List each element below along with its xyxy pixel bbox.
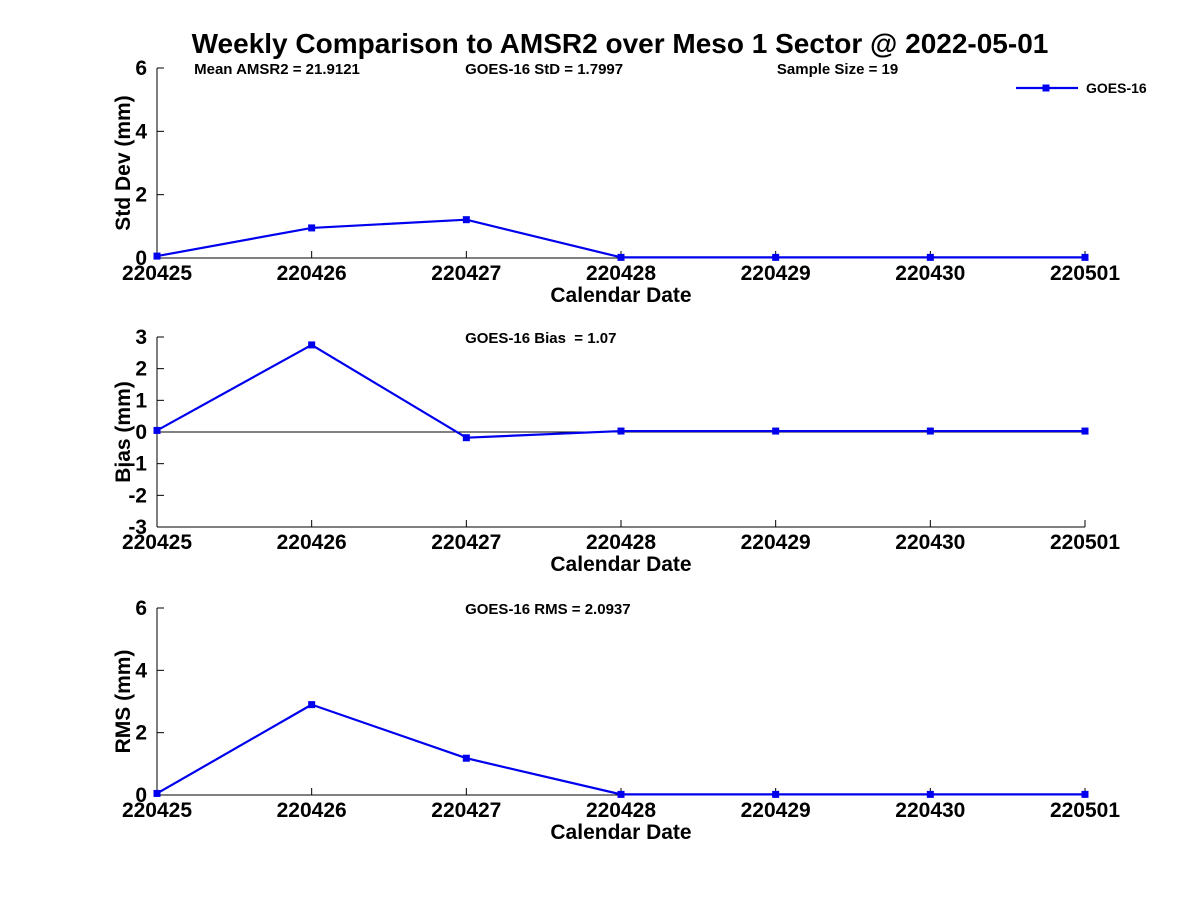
x-axis-label: Calendar Date	[550, 553, 691, 576]
y-tick-label: 2	[135, 184, 147, 207]
goes-16-line	[156, 343, 1085, 439]
subplot-std-dev: 0 2 4 6 220425 220426 220427 220428 220429 220430…	[112, 57, 1120, 307]
y-tick-label: 1	[135, 389, 147, 412]
subplot-rms: 0 2 4 6 220425 220426 220427 220428 220429 220430…	[112, 597, 1120, 844]
subplot-bias: -3 -2 -1 0 1 2 3 220425 220426 220427 220428 220429…	[112, 326, 1120, 576]
x-tick-label: 220429	[741, 262, 811, 285]
annotation-text: Mean AMSR2 = 21.9121	[194, 61, 360, 78]
x-tick-label: 220427	[431, 262, 501, 285]
y-tick-label: 0	[135, 247, 147, 270]
y-axis-label: Bias (mm)	[112, 381, 135, 483]
x-tick-label: 220426	[277, 531, 347, 554]
x-tick-label: 220426	[277, 799, 347, 822]
legend-label: GOES-16	[1086, 80, 1147, 96]
data-point-marker	[1081, 427, 1089, 435]
data-point-marker	[153, 789, 161, 797]
data-point-marker	[772, 253, 780, 261]
data-point-marker	[926, 427, 934, 435]
data-point-marker	[772, 790, 780, 798]
y-axis-label: RMS (mm)	[112, 650, 135, 754]
x-tick-label: 220430	[895, 262, 965, 285]
y-tick-label: 0	[135, 421, 147, 444]
x-tick-label: 220427	[431, 531, 501, 554]
x-tick-label: 220430	[895, 531, 965, 554]
data-point-marker	[308, 341, 316, 349]
x-tick-label: 220428	[586, 262, 656, 285]
y-tick-label: -3	[128, 516, 147, 539]
x-tick-label: 220428	[586, 799, 656, 822]
y-tick-label: 3	[135, 326, 147, 349]
x-axis-label: Calendar Date	[550, 821, 691, 844]
data-point-marker	[462, 434, 470, 442]
y-tick-label: 6	[135, 57, 147, 80]
data-point-marker	[308, 701, 316, 709]
data-point-marker	[1081, 253, 1089, 261]
data-point-marker	[308, 224, 316, 232]
y-tick-label: -2	[128, 484, 147, 507]
x-tick-label: 220501	[1050, 531, 1120, 554]
x-tick-label: 220501	[1050, 262, 1120, 285]
data-point-marker	[617, 790, 625, 798]
x-tick-label: 220429	[741, 531, 811, 554]
annotation-text: Sample Size = 19	[777, 61, 898, 78]
y-axis-label: Std Dev (mm)	[112, 95, 135, 230]
data-point-marker	[617, 427, 625, 435]
x-tick-label: 220429	[741, 799, 811, 822]
legend-marker-icon	[1042, 84, 1050, 92]
y-tick-label: 2	[135, 722, 147, 745]
data-point-marker	[772, 427, 780, 435]
goes-16-line	[156, 703, 1085, 796]
x-tick-label: 220428	[586, 531, 656, 554]
annotation-text: GOES-16 StD = 1.7997	[465, 61, 623, 78]
x-tick-label: 220501	[1050, 799, 1120, 822]
chart-title: Weekly Comparison to AMSR2 over Meso 1 S…	[192, 28, 1049, 59]
y-tick-label: -1	[128, 453, 147, 476]
data-point-marker	[926, 253, 934, 261]
data-point-marker	[926, 790, 934, 798]
x-tick-label: 220430	[895, 799, 965, 822]
y-tick-label: 2	[135, 358, 147, 381]
data-point-marker	[153, 426, 161, 434]
x-tick-label: 220427	[431, 799, 501, 822]
y-tick-label: 4	[135, 120, 147, 143]
data-point-marker	[462, 216, 470, 224]
data-point-marker	[1081, 790, 1089, 798]
annotation-text: GOES-16 Bias = 1.07	[465, 330, 616, 347]
data-point-marker	[462, 754, 470, 762]
y-tick-label: 6	[135, 597, 147, 620]
y-tick-label: 0	[135, 784, 147, 807]
x-tick-label: 220426	[277, 262, 347, 285]
chart-legend: GOES-16	[1016, 80, 1147, 96]
data-point-marker	[153, 252, 161, 260]
x-axis-label: Calendar Date	[550, 284, 691, 307]
x-tick-label: 220425	[122, 531, 192, 554]
x-tick-label: 220425	[122, 799, 192, 822]
annotation-text: GOES-16 RMS = 2.0937	[465, 601, 631, 618]
data-point-marker	[617, 253, 625, 261]
x-tick-label: 220425	[122, 262, 192, 285]
y-tick-label: 4	[135, 659, 147, 682]
